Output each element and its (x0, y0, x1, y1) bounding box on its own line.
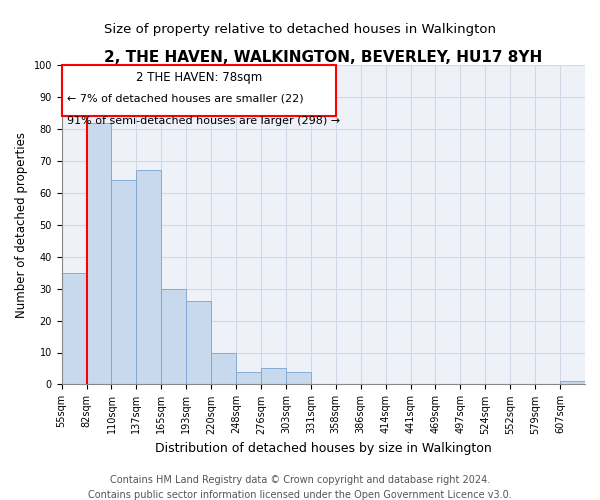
Text: Size of property relative to detached houses in Walkington: Size of property relative to detached ho… (104, 22, 496, 36)
Bar (211, 352, 236, 384)
Text: ← 7% of detached houses are smaller (22): ← 7% of detached houses are smaller (22) (67, 94, 304, 104)
Bar (161, 288, 186, 384)
Text: Contains HM Land Registry data © Crown copyright and database right 2024.
Contai: Contains HM Land Registry data © Crown c… (88, 474, 512, 500)
Text: 2 THE HAVEN: 78sqm: 2 THE HAVEN: 78sqm (136, 72, 262, 85)
Bar (62, 272, 86, 384)
Y-axis label: Number of detached properties: Number of detached properties (15, 132, 28, 318)
Bar (86, 122, 112, 384)
Title: 2, THE HAVEN, WALKINGTON, BEVERLEY, HU17 8YH: 2, THE HAVEN, WALKINGTON, BEVERLEY, HU17… (104, 50, 542, 65)
Bar (136, 170, 161, 384)
Bar (286, 372, 311, 384)
Bar (236, 372, 261, 384)
Bar (261, 368, 286, 384)
X-axis label: Distribution of detached houses by size in Walkington: Distribution of detached houses by size … (155, 442, 492, 455)
Bar (560, 382, 585, 384)
Text: 91% of semi-detached houses are larger (298) →: 91% of semi-detached houses are larger (… (67, 116, 340, 126)
Bar (112, 180, 136, 384)
Bar (186, 302, 211, 384)
FancyBboxPatch shape (62, 65, 336, 116)
